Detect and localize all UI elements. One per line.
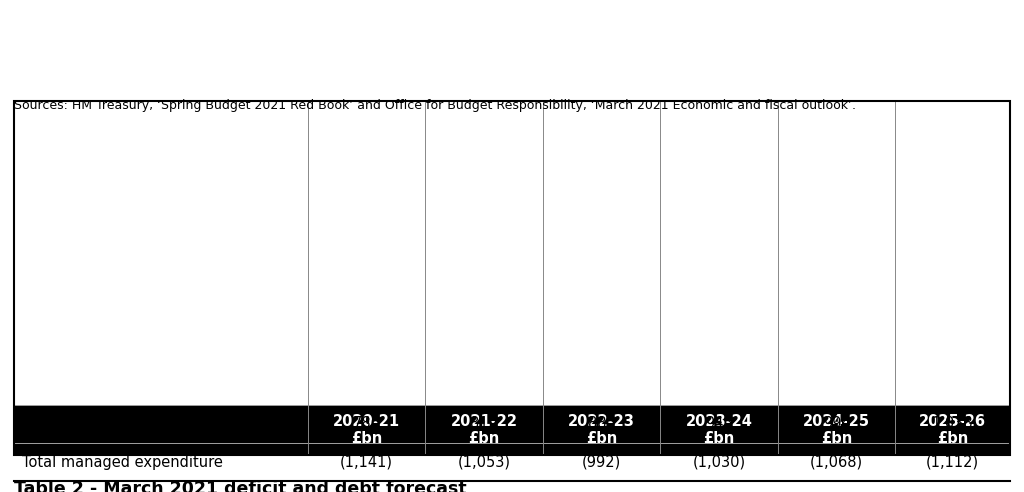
Text: 1,038: 1,038 [932,417,974,431]
Text: Taxes and other income: Taxes and other income [22,417,197,431]
Text: Total managed expenditure: Total managed expenditure [22,455,223,469]
Text: Sources: HM Treasury, ‘Spring Budget 2021 Red Book’ and Office for Budget Respon: Sources: HM Treasury, ‘Spring Budget 202… [14,99,856,112]
Text: (992): (992) [582,455,622,469]
Bar [14,101,1010,455]
Text: (1,030): (1,030) [692,455,745,469]
Text: 2022-23
£bn: 2022-23 £bn [568,414,635,446]
Text: 2021-22
£bn: 2021-22 £bn [451,414,517,446]
Text: (1,112): (1,112) [926,455,979,469]
Text: 819: 819 [470,417,498,431]
Text: (1,141): (1,141) [340,455,393,469]
Text: 885: 885 [588,417,615,431]
Bar [14,405,1010,455]
Text: 2025-26
£bn: 2025-26 £bn [920,414,986,446]
Text: (1,053): (1,053) [458,455,511,469]
Text: 2024-25
£bn: 2024-25 £bn [803,414,870,446]
Text: 994: 994 [823,417,851,431]
Text: 2023-24
£bn: 2023-24 £bn [686,414,753,446]
Text: 786: 786 [352,417,381,431]
Text: Table 2 - March 2021 deficit and debt forecast: Table 2 - March 2021 deficit and debt fo… [14,480,467,492]
Text: (1,068): (1,068) [810,455,863,469]
Text: 2020-21
£bn: 2020-21 £bn [333,414,400,446]
Text: 945: 945 [706,417,733,431]
